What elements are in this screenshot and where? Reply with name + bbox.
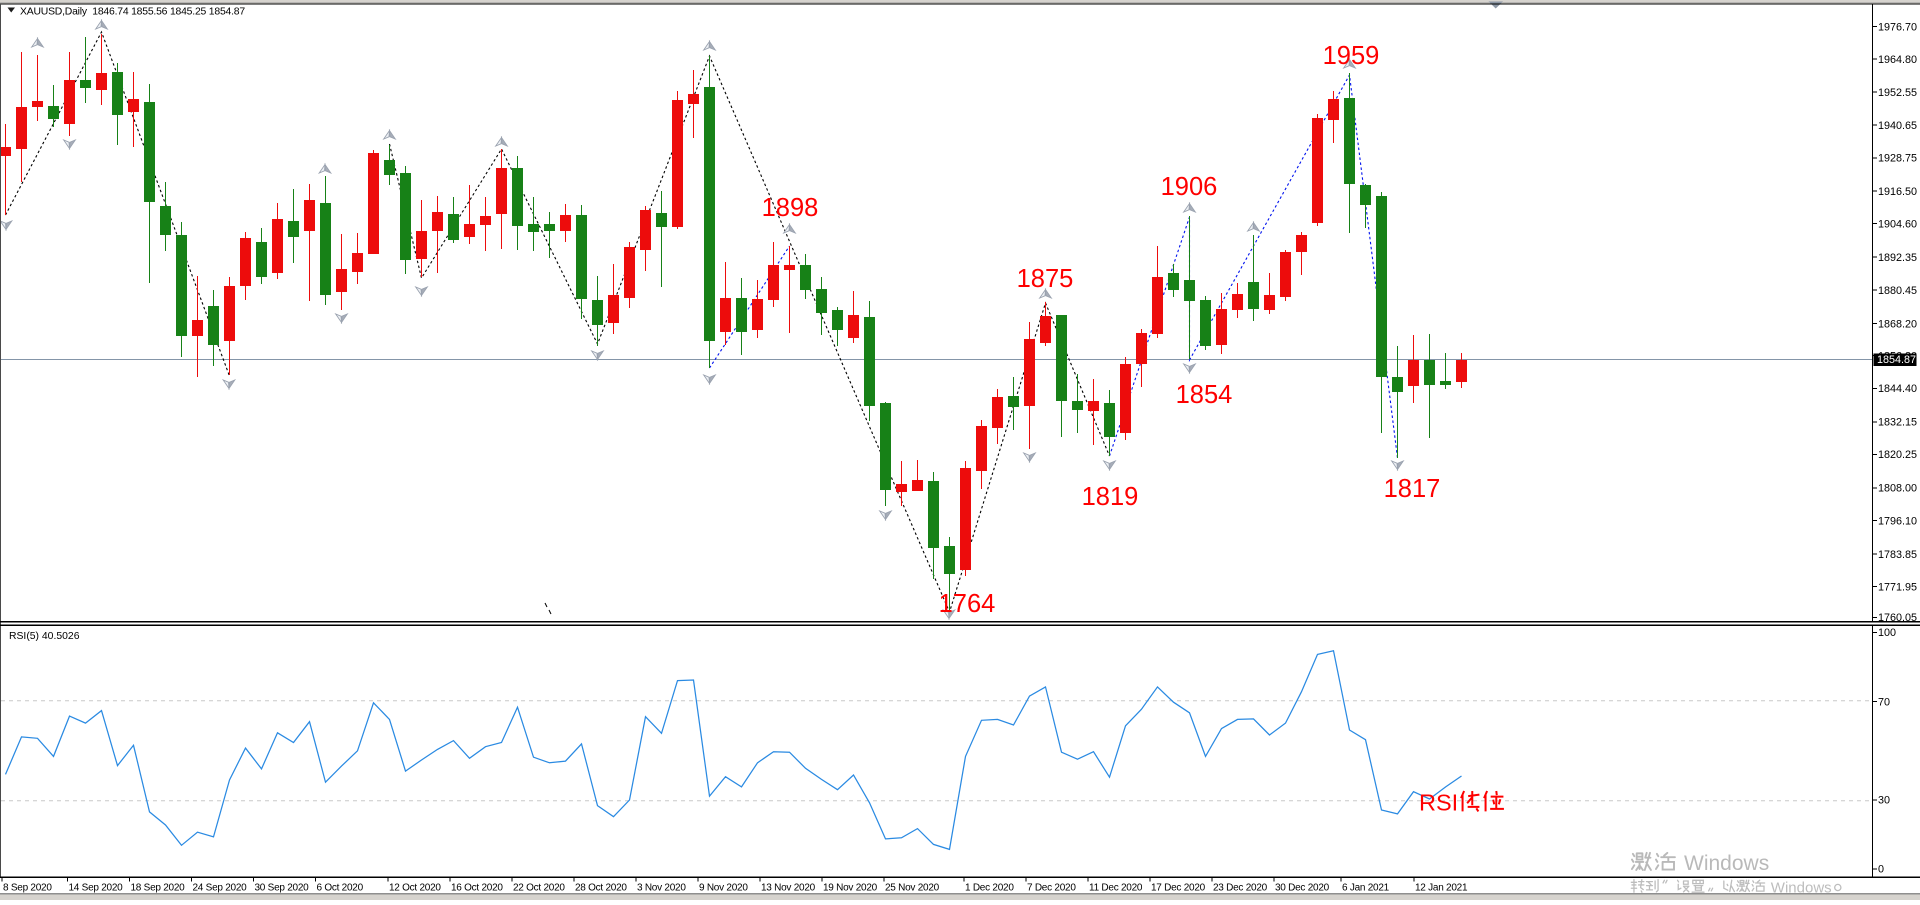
- svg-text:16 Oct 2020: 16 Oct 2020: [451, 883, 503, 894]
- svg-text:1764: 1764: [939, 590, 996, 618]
- svg-text:0: 0: [1878, 864, 1884, 876]
- svg-text:1940.65: 1940.65: [1878, 120, 1917, 132]
- svg-text:1819: 1819: [1082, 483, 1139, 511]
- svg-text:8 Sep 2020: 8 Sep 2020: [3, 883, 52, 894]
- svg-text:Windows: Windows: [1771, 880, 1832, 897]
- svg-text:1854.87: 1854.87: [1877, 354, 1916, 366]
- svg-text:Windows: Windows: [1684, 852, 1769, 875]
- svg-text:1 Dec 2020: 1 Dec 2020: [965, 883, 1014, 894]
- svg-text:RSI: RSI: [1419, 790, 1458, 816]
- svg-text:12 Jan 2021: 12 Jan 2021: [1415, 883, 1468, 894]
- svg-text:1898: 1898: [762, 194, 819, 222]
- svg-text:13 Nov 2020: 13 Nov 2020: [761, 883, 816, 894]
- svg-text:9 Nov 2020: 9 Nov 2020: [699, 883, 748, 894]
- svg-text:1964.80: 1964.80: [1878, 54, 1917, 66]
- svg-text:1959: 1959: [1323, 42, 1380, 70]
- svg-text:1771.95: 1771.95: [1878, 581, 1917, 593]
- svg-text:1760.05: 1760.05: [1878, 612, 1917, 624]
- svg-text:1892.35: 1892.35: [1878, 252, 1917, 264]
- svg-text:1880.45: 1880.45: [1878, 285, 1917, 297]
- svg-text:19 Nov 2020: 19 Nov 2020: [823, 883, 878, 894]
- svg-text:1904.60: 1904.60: [1878, 218, 1917, 230]
- svg-text:1868.20: 1868.20: [1878, 318, 1917, 330]
- svg-text:7 Dec 2020: 7 Dec 2020: [1027, 883, 1076, 894]
- svg-text:1808.00: 1808.00: [1878, 483, 1917, 495]
- svg-text:17 Dec 2020: 17 Dec 2020: [1151, 883, 1206, 894]
- svg-text:1783.85: 1783.85: [1878, 549, 1917, 561]
- svg-text:RSI(5) 40.5026: RSI(5) 40.5026: [9, 631, 80, 642]
- svg-text:30 Sep 2020: 30 Sep 2020: [255, 883, 310, 894]
- svg-text:22 Oct 2020: 22 Oct 2020: [513, 883, 565, 894]
- svg-text:30 Dec 2020: 30 Dec 2020: [1275, 883, 1330, 894]
- svg-text:1820.25: 1820.25: [1878, 449, 1917, 461]
- svg-text:24 Sep 2020: 24 Sep 2020: [193, 883, 248, 894]
- svg-text:14 Sep 2020: 14 Sep 2020: [69, 883, 124, 894]
- svg-text:6 Oct 2020: 6 Oct 2020: [317, 883, 364, 894]
- svg-text:1916.50: 1916.50: [1878, 186, 1917, 198]
- svg-text:1906: 1906: [1161, 173, 1218, 201]
- svg-text:1844.40: 1844.40: [1878, 383, 1917, 395]
- svg-text:3 Nov 2020: 3 Nov 2020: [637, 883, 686, 894]
- svg-text:1976.70: 1976.70: [1878, 21, 1917, 33]
- svg-text:100: 100: [1878, 627, 1896, 639]
- svg-text:18 Sep 2020: 18 Sep 2020: [131, 883, 186, 894]
- svg-text:1854: 1854: [1176, 381, 1233, 409]
- svg-text:30: 30: [1878, 795, 1890, 807]
- svg-text:11 Dec 2020: 11 Dec 2020: [1089, 883, 1143, 894]
- svg-text:1928.75: 1928.75: [1878, 153, 1917, 165]
- svg-text:12 Oct 2020: 12 Oct 2020: [389, 883, 441, 894]
- svg-text:25 Nov 2020: 25 Nov 2020: [885, 883, 940, 894]
- svg-text:XAUUSD,Daily 1846.74 1855.56: XAUUSD,Daily 1846.74 1855.56 1845.25 185…: [20, 7, 245, 18]
- svg-text:1796.10: 1796.10: [1878, 515, 1917, 527]
- svg-text:1875: 1875: [1017, 265, 1074, 293]
- svg-text:1817: 1817: [1384, 475, 1441, 503]
- svg-text:1952.55: 1952.55: [1878, 87, 1917, 99]
- svg-text:70: 70: [1878, 696, 1890, 708]
- svg-text:1832.15: 1832.15: [1878, 417, 1917, 429]
- svg-text:23 Dec 2020: 23 Dec 2020: [1213, 883, 1268, 894]
- svg-text:28 Oct 2020: 28 Oct 2020: [575, 883, 627, 894]
- svg-text:6 Jan 2021: 6 Jan 2021: [1342, 883, 1390, 894]
